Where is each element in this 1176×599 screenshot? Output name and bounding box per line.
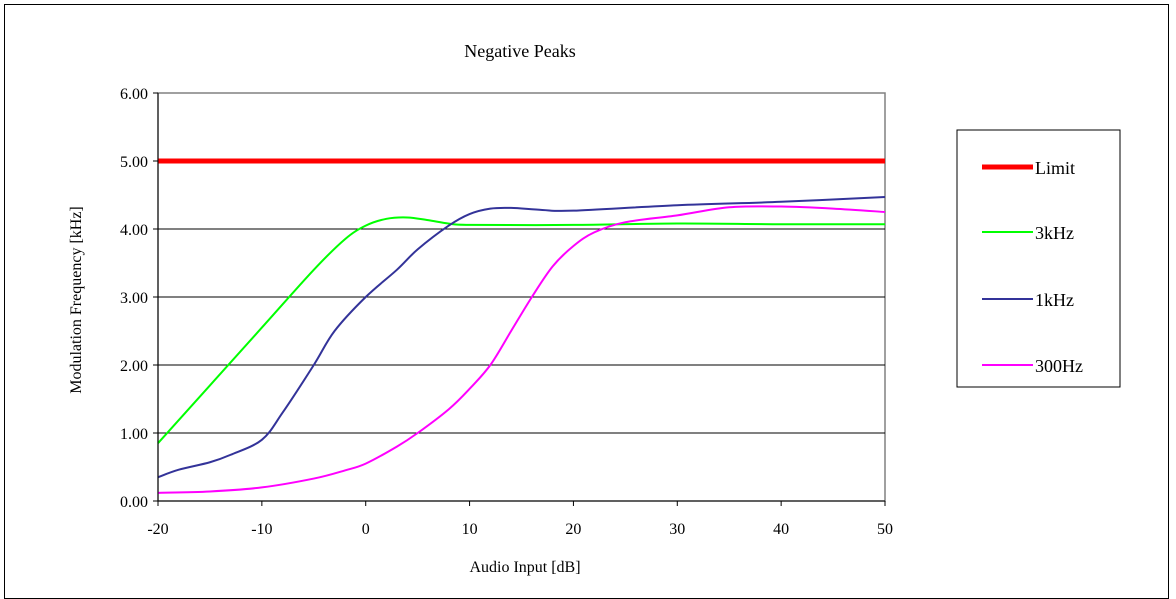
y-axis: 0.00 1.00 2.00 3.00 4.00 5.00 6.00 bbox=[120, 86, 159, 511]
y-tick-label: 0.00 bbox=[120, 494, 148, 511]
y-tick-label: 5.00 bbox=[120, 154, 148, 171]
series-layer bbox=[157, 158, 886, 494]
x-tick-label: -20 bbox=[147, 521, 168, 538]
y-tick-label: 6.00 bbox=[120, 86, 148, 103]
y-tick-label: 4.00 bbox=[120, 222, 148, 239]
series-line-300hz bbox=[157, 205, 886, 494]
x-tick-label: 30 bbox=[669, 521, 685, 538]
x-tick-label: 50 bbox=[877, 521, 893, 538]
y-axis-label: Modulation Frequency [kHz] bbox=[68, 206, 85, 394]
legend-label-1khz: 1kHz bbox=[1035, 290, 1074, 310]
y-tick-label: 1.00 bbox=[120, 426, 148, 443]
legend-label-limit: Limit bbox=[1035, 158, 1075, 178]
legend-label-3khz: 3kHz bbox=[1035, 223, 1074, 243]
chart-title: Negative Peaks bbox=[464, 41, 575, 61]
x-tick-label: 10 bbox=[462, 521, 478, 538]
x-axis-label: Audio Input [dB] bbox=[469, 559, 580, 576]
series-line-1khz bbox=[157, 196, 886, 479]
x-tick-label: 20 bbox=[565, 521, 581, 538]
y-tick-label: 3.00 bbox=[120, 290, 148, 307]
legend-box bbox=[956, 129, 1121, 388]
chart: Negative Peaks -20 -10 0 10 20 30 40 50 0.00 1.0… bbox=[68, 41, 1121, 576]
chart-frame: Negative Peaks -20 -10 0 10 20 30 40 50 0.00 1.0… bbox=[4, 4, 1169, 599]
x-tick-label: 0 bbox=[362, 521, 370, 538]
legend: Limit 3kHz 1kHz 300Hz bbox=[956, 129, 1121, 388]
x-tick-label: -10 bbox=[251, 521, 272, 538]
series-line-3khz bbox=[157, 216, 886, 444]
x-axis: -20 -10 0 10 20 30 40 50 bbox=[147, 500, 893, 538]
legend-label-300hz: 300Hz bbox=[1035, 356, 1083, 376]
x-tick-label: 40 bbox=[773, 521, 789, 538]
y-tick-label: 2.00 bbox=[120, 358, 148, 375]
